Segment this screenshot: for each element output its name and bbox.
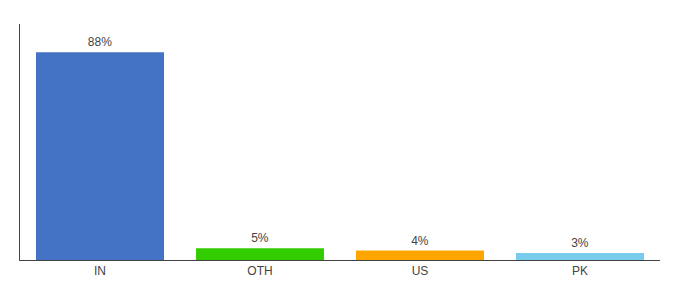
- svg-text:OTH: OTH: [247, 264, 272, 278]
- svg-text:88%: 88%: [88, 35, 112, 49]
- svg-text:IN: IN: [94, 264, 106, 278]
- svg-text:4%: 4%: [411, 234, 429, 248]
- svg-text:5%: 5%: [251, 231, 269, 245]
- svg-text:US: US: [412, 264, 429, 278]
- svg-text:PK: PK: [572, 264, 588, 278]
- svg-text:3%: 3%: [571, 236, 589, 250]
